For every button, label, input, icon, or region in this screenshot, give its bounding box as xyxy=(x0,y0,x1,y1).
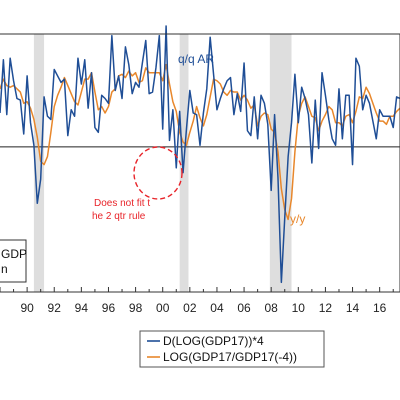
boxed-label-frame xyxy=(0,239,27,283)
x-tick-label: 92 xyxy=(48,301,62,315)
boxed-label-line-1: GDP xyxy=(1,247,27,261)
note-line-1: Does not fit t xyxy=(94,198,150,209)
x-tick-label: 98 xyxy=(129,301,143,315)
series-group xyxy=(0,25,400,284)
series-line-gdp-yy xyxy=(0,63,400,221)
legend-frame xyxy=(139,330,325,368)
x-tick-label: 14 xyxy=(346,301,360,315)
yy-annotation: y/y xyxy=(290,212,305,226)
note-line-2: he 2 qtr rule xyxy=(92,211,146,222)
legend-label-gdp-yy: LOG(GDP17/GDP17(-4)) xyxy=(163,350,297,364)
boxed-label: GDP n xyxy=(0,239,27,283)
x-tick-label: 10 xyxy=(292,301,306,315)
x-tick-label: 96 xyxy=(102,301,116,315)
x-tick-label: 08 xyxy=(265,301,279,315)
recession-shading-group xyxy=(33,34,292,292)
plot-frame xyxy=(0,33,400,293)
legend: D(LOG(GDP17))*4 LOG(GDP17/GDP17(-4)) xyxy=(139,330,325,368)
x-tick-label: 12 xyxy=(319,301,333,315)
x-tick-label: 16 xyxy=(373,301,387,315)
legend-label-gdp-qq: D(LOG(GDP17))*4 xyxy=(163,334,264,348)
recession-band-0 xyxy=(33,34,45,292)
x-tick-label: 94 xyxy=(75,301,89,315)
qq-annotation: q/q AR xyxy=(178,52,214,66)
x-tick-label: 00 xyxy=(156,301,170,315)
x-tick-label: 04 xyxy=(210,301,224,315)
series-line-gdp-qq xyxy=(0,25,400,284)
recession-band-2 xyxy=(269,34,292,292)
x-tick-label: 02 xyxy=(183,301,197,315)
boxed-label-line-2: n xyxy=(1,262,8,276)
x-tick-label: 90 xyxy=(20,301,34,315)
highlight-circle xyxy=(133,146,183,200)
x-tick-label: 06 xyxy=(237,301,251,315)
x-axis-ticks: 90 92 94 96 98 00 02 04 06 08 10 12 14 16 xyxy=(0,287,394,315)
